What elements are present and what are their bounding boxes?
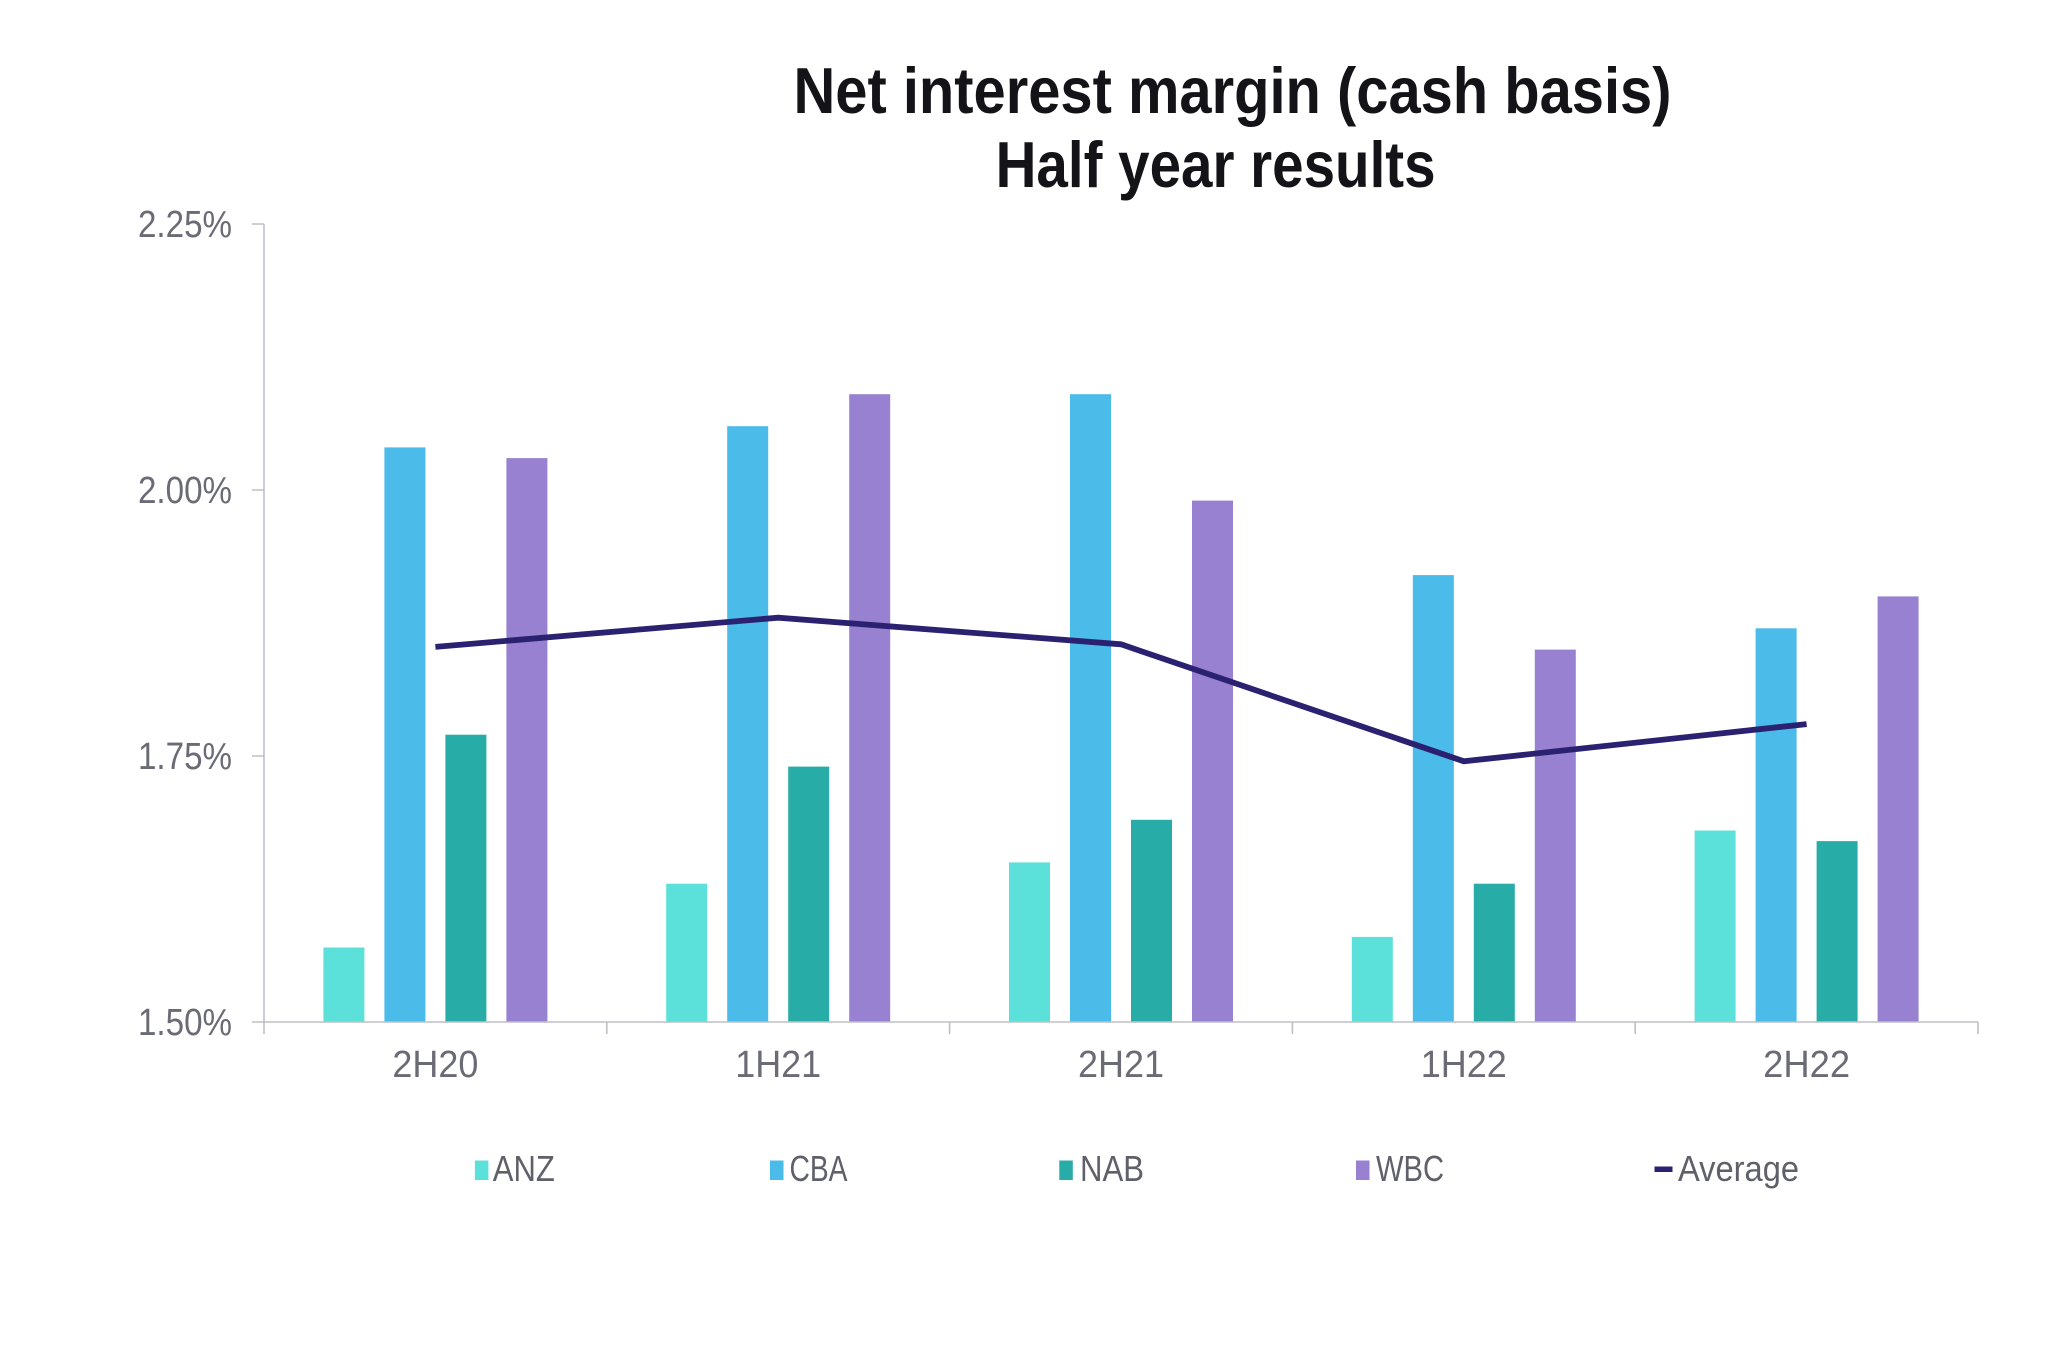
svg-text:2.25%: 2.25% — [138, 204, 232, 246]
svg-text:1H22: 1H22 — [1421, 1044, 1507, 1086]
svg-text:NAB: NAB — [1080, 1148, 1144, 1189]
svg-text:Net interest margin (cash basi: Net interest margin (cash basis) — [794, 54, 1672, 127]
svg-text:Half year results: Half year results — [996, 128, 1436, 201]
svg-text:WBC: WBC — [1376, 1148, 1444, 1189]
svg-text:2.00%: 2.00% — [138, 470, 232, 512]
svg-text:ANZ: ANZ — [493, 1148, 555, 1189]
svg-text:2H22: 2H22 — [1763, 1044, 1850, 1086]
svg-text:Average: Average — [1678, 1148, 1799, 1189]
svg-text:2H21: 2H21 — [1078, 1044, 1164, 1086]
svg-text:1.50%: 1.50% — [138, 1002, 232, 1044]
svg-text:1.75%: 1.75% — [138, 736, 232, 778]
svg-text:CBA: CBA — [790, 1148, 848, 1189]
svg-text:2H20: 2H20 — [392, 1044, 478, 1086]
svg-text:1H21: 1H21 — [735, 1044, 821, 1086]
